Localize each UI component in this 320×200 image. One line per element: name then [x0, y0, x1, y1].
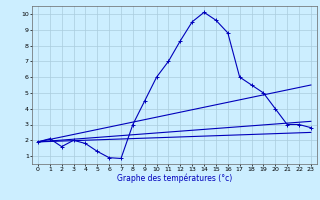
X-axis label: Graphe des températures (°c): Graphe des températures (°c): [117, 174, 232, 183]
